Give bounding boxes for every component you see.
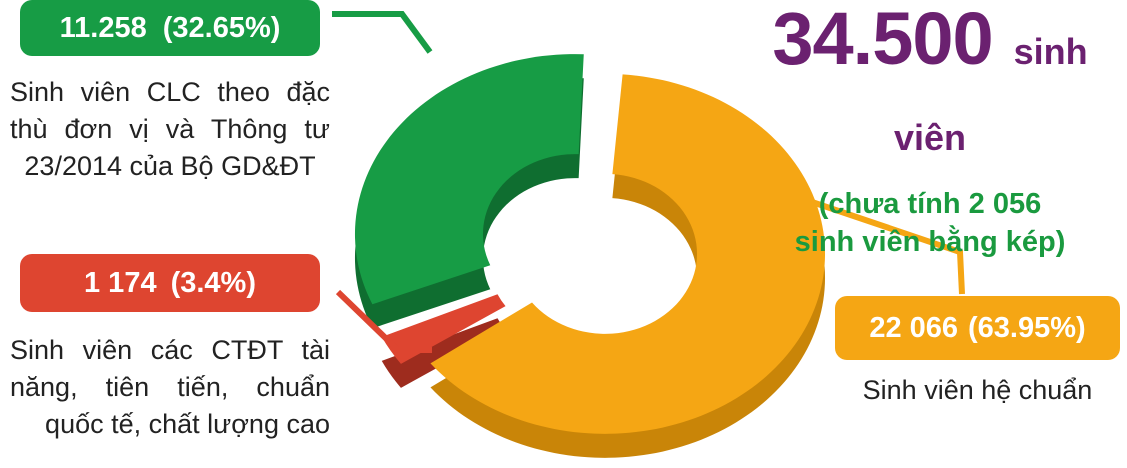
slice-0 — [354, 54, 584, 305]
orange-value-badge: 22 066 (63.95%) — [835, 296, 1120, 360]
total-block: 34.500 sinh viên (chưa tính 2 056 sinh v… — [735, 0, 1125, 261]
red-percent: (3.4%) — [170, 266, 256, 299]
slice-side-1 — [381, 318, 506, 388]
total-number: 34.500 — [772, 0, 993, 80]
orange-desc-line: Sinh viên hệ chuẩn — [862, 375, 1093, 405]
slice-2 — [430, 74, 826, 434]
green-desc-line: Sinh viên CLC theo đặc — [10, 77, 330, 107]
red-desc-line: quốc tế, chất lượng cao — [45, 409, 330, 439]
green-percent: (32.65%) — [162, 11, 281, 44]
total-unit: sinh viên — [893, 31, 1088, 158]
red-description: Sinh viên các CTĐT tài năng, tiên tiến, … — [10, 332, 330, 443]
green-leader-line — [332, 11, 433, 54]
green-value-badge: 11.258 (32.65%) — [20, 0, 320, 56]
orange-description: Sinh viên hệ chuẩn — [835, 372, 1120, 409]
red-value-badge: 1 174 (3.4%) — [20, 254, 320, 312]
green-desc-line: thù đơn vị và Thông tư — [10, 114, 330, 144]
orange-value: 22 066 — [869, 311, 959, 344]
green-desc-line: 23/2014 của Bộ GD&ĐT — [24, 151, 316, 181]
orange-percent: (63.95%) — [968, 311, 1086, 344]
red-desc-line: năng, tiên tiến, chuẩn — [10, 372, 330, 402]
orange-leader-line — [811, 199, 965, 295]
red-desc-line: Sinh viên các CTĐT tài — [10, 335, 330, 365]
slice-1 — [381, 294, 506, 364]
note-line: sinh viên bằng kép) — [794, 226, 1066, 258]
note: (chưa tính 2 056 sinh viên bằng kép) — [735, 185, 1125, 261]
red-value: 1 174 — [84, 266, 157, 299]
red-leader-line — [335, 289, 432, 353]
note-line: (chưa tính 2 056 — [818, 188, 1042, 220]
green-description: Sinh viên CLC theo đặc thù đơn vị và Thô… — [10, 74, 330, 185]
green-value: 11.258 — [59, 11, 147, 44]
